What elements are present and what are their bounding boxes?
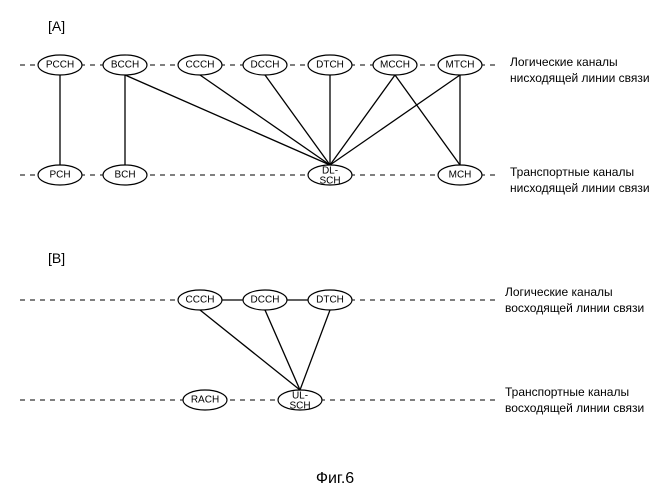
- section-b-tag: [B]: [48, 250, 65, 266]
- edge: [265, 310, 300, 390]
- node-label: SCH: [289, 401, 310, 412]
- node-label: BCH: [114, 170, 135, 181]
- node-label: DTCH: [316, 60, 344, 71]
- node-label: MCCH: [380, 60, 410, 71]
- node-label: PCH: [49, 170, 70, 181]
- node-label: CCCH: [186, 60, 215, 71]
- edge: [265, 75, 330, 165]
- label-b-bottom: Транспортные каналы восходящей линии свя…: [505, 385, 655, 416]
- label-b-top: Логические каналы восходящей линии связи: [505, 285, 655, 316]
- node-label: RACH: [191, 395, 219, 406]
- section-a-tag: [A]: [48, 18, 65, 34]
- node-label: DCCH: [251, 295, 280, 306]
- edge: [300, 310, 330, 390]
- node-label: MTCH: [446, 60, 475, 71]
- figure-label: Фиг.6: [0, 470, 670, 488]
- node-label: DTCH: [316, 295, 344, 306]
- node-label: PCCH: [46, 60, 74, 71]
- node-label: MCH: [449, 170, 472, 181]
- edge: [200, 75, 330, 165]
- edge: [330, 75, 395, 165]
- label-a-top: Логические каналы нисходящей линии связи: [510, 55, 660, 86]
- edge: [395, 75, 460, 165]
- node-label: CCCH: [186, 295, 215, 306]
- node-label: SCH: [319, 176, 340, 187]
- edge: [330, 75, 460, 165]
- node-label: DCCH: [251, 60, 280, 71]
- edge: [125, 75, 330, 165]
- node-label: BCCH: [111, 60, 139, 71]
- edge: [200, 310, 300, 390]
- label-a-bottom: Транспортные каналы нисходящей линии свя…: [510, 165, 660, 196]
